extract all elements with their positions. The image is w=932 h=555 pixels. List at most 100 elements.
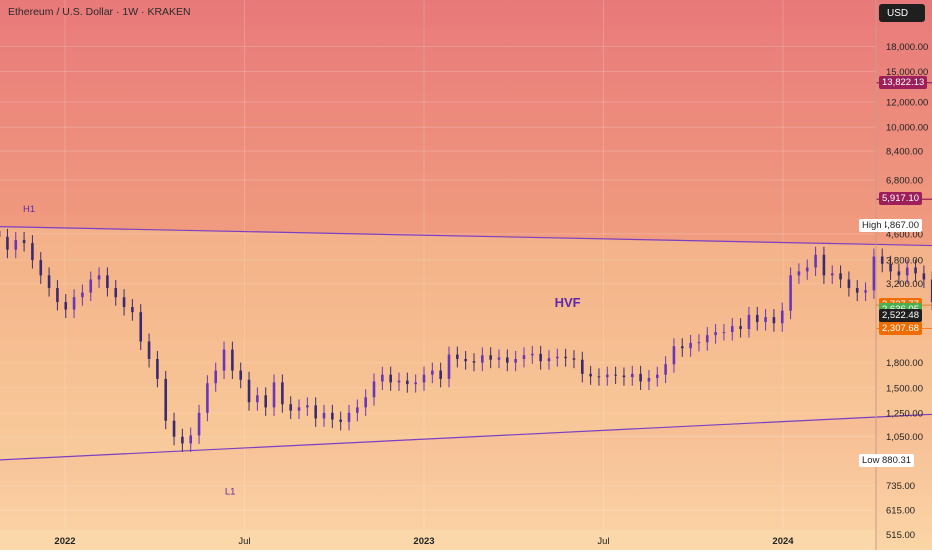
candle-body bbox=[531, 354, 534, 355]
candle-body bbox=[381, 375, 384, 382]
y-tick-label: 1,500.00 bbox=[886, 383, 923, 394]
candle-body bbox=[473, 361, 476, 363]
annotation-l1: L1 bbox=[225, 486, 236, 497]
x-tick-label: 2023 bbox=[413, 536, 434, 547]
price-badge: 2,307.68 bbox=[879, 322, 922, 335]
y-tick-label: 18,000.00 bbox=[886, 42, 928, 53]
candle-body bbox=[564, 357, 567, 358]
candle-body bbox=[739, 326, 742, 329]
y-tick-label: 515.00 bbox=[886, 530, 915, 541]
x-axis-bar bbox=[0, 530, 876, 550]
candle-body bbox=[164, 379, 167, 421]
candle-body bbox=[314, 405, 317, 418]
candle-body bbox=[756, 315, 759, 322]
candle-body bbox=[773, 317, 776, 323]
candle-body bbox=[731, 326, 734, 332]
candle-body bbox=[323, 413, 326, 419]
candle-body bbox=[581, 360, 584, 374]
price-badge: 2,522.48 bbox=[879, 309, 922, 322]
candle-body bbox=[114, 288, 117, 297]
candle-body bbox=[798, 271, 801, 275]
candle-body bbox=[448, 355, 451, 379]
candle-body bbox=[48, 275, 51, 288]
candle-body bbox=[89, 279, 92, 292]
y-tick-label: 6,800.00 bbox=[886, 176, 923, 187]
candle-body bbox=[289, 404, 292, 410]
candle-body bbox=[356, 407, 359, 412]
candle-body bbox=[464, 359, 467, 361]
candle-body bbox=[198, 413, 201, 436]
candle-body bbox=[456, 355, 459, 359]
candle-body bbox=[573, 358, 576, 359]
candle-body bbox=[239, 371, 242, 380]
candle-body bbox=[6, 237, 9, 250]
candle-body bbox=[481, 355, 484, 362]
price-tag-low: Low bbox=[859, 454, 882, 467]
candle-body bbox=[689, 343, 692, 348]
candle-body bbox=[806, 268, 809, 272]
y-tick-label: 615.00 bbox=[886, 506, 915, 517]
candle-body bbox=[548, 358, 551, 361]
candle-body bbox=[131, 307, 134, 312]
candle-body bbox=[539, 354, 542, 361]
x-tick-label: Jul bbox=[238, 536, 250, 547]
candle-body bbox=[206, 383, 209, 413]
candle-body bbox=[823, 255, 826, 276]
candle-body bbox=[181, 437, 184, 444]
candle-body bbox=[906, 268, 909, 276]
candle-body bbox=[639, 374, 642, 382]
candle-body bbox=[598, 376, 601, 377]
candle-body bbox=[848, 279, 851, 288]
candle-body bbox=[123, 297, 126, 307]
candle-body bbox=[139, 312, 142, 341]
candle-body bbox=[31, 243, 34, 260]
candle-body bbox=[431, 371, 434, 375]
candle-body bbox=[681, 346, 684, 348]
candle-body bbox=[281, 382, 284, 404]
candle-body bbox=[81, 293, 84, 298]
price-tag-high: High bbox=[859, 219, 885, 232]
candle-body bbox=[439, 371, 442, 379]
candle-body bbox=[73, 297, 76, 309]
candle-body bbox=[523, 355, 526, 359]
candle-body bbox=[881, 257, 884, 264]
y-tick-label: 1,250.00 bbox=[886, 408, 923, 419]
candle-body bbox=[223, 350, 226, 371]
candle-body bbox=[856, 288, 859, 293]
candle-body bbox=[831, 273, 834, 275]
candle-body bbox=[698, 342, 701, 343]
candle-body bbox=[106, 275, 109, 288]
price-badge: 13,822.13 bbox=[879, 76, 927, 89]
candle-body bbox=[406, 381, 409, 385]
price-badge: 5,917.10 bbox=[879, 192, 922, 205]
candle-body bbox=[248, 380, 251, 402]
candle-body bbox=[898, 271, 901, 275]
candle-body bbox=[631, 374, 634, 377]
currency-button[interactable]: USD bbox=[879, 4, 925, 22]
candle-body bbox=[723, 332, 726, 333]
price-badge: 4,867.00 bbox=[879, 219, 922, 232]
candle-body bbox=[264, 395, 267, 407]
candle-body bbox=[256, 395, 259, 402]
candle-body bbox=[373, 381, 376, 397]
candle-body bbox=[648, 378, 651, 381]
y-tick-label: 735.00 bbox=[886, 481, 915, 492]
candle-body bbox=[39, 260, 42, 275]
candle-body bbox=[56, 288, 59, 302]
y-tick-label: 1,050.00 bbox=[886, 432, 923, 443]
candle-body bbox=[864, 290, 867, 292]
candle-body bbox=[748, 315, 751, 329]
candle-body bbox=[231, 350, 234, 371]
x-tick-label: 2022 bbox=[54, 536, 75, 547]
candle-body bbox=[489, 355, 492, 359]
y-tick-label: 3,800.00 bbox=[886, 256, 923, 267]
candle-body bbox=[423, 375, 426, 383]
candle-body bbox=[173, 421, 176, 437]
candle-body bbox=[781, 311, 784, 324]
y-tick-label: 3,200.00 bbox=[886, 279, 923, 290]
candle-body bbox=[589, 374, 592, 377]
y-tick-label: 10,000.00 bbox=[886, 123, 928, 134]
candle-body bbox=[64, 302, 67, 310]
